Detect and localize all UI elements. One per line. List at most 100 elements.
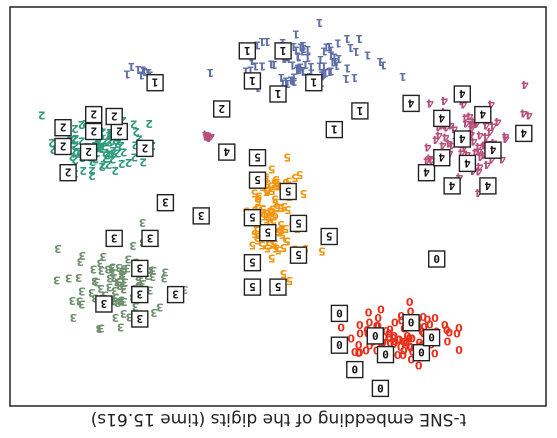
digit-point-0: 0 — [365, 339, 373, 352]
digit-point-1: 1 — [329, 55, 337, 68]
digit-thumbnail-2: 2 — [54, 119, 72, 137]
digit-thumbnail-4: 4 — [433, 109, 451, 128]
digit-point-5: 5 — [283, 235, 291, 248]
thumbnail-frame — [453, 130, 472, 148]
digit-point-4: 4 — [439, 139, 447, 152]
digit-point-1: 1 — [263, 35, 271, 48]
digit-point-5: 5 — [272, 241, 280, 254]
digit-point-3: 3 — [149, 270, 157, 283]
digit-point-0: 0 — [407, 353, 415, 366]
digit-point-3: 3 — [109, 266, 117, 279]
digit-point-4: 4 — [520, 107, 528, 120]
digit-point-3: 3 — [120, 262, 128, 275]
digit-thumbnail-4: 4 — [218, 143, 236, 161]
thumbnail-digit: 4 — [223, 145, 230, 158]
thumbnail-digit: 3 — [147, 231, 154, 244]
digit-point-1: 1 — [254, 38, 262, 51]
digit-point-4: 4 — [467, 122, 475, 135]
digit-thumbnail-5: 5 — [243, 253, 262, 272]
digit-point-2: 2 — [76, 145, 84, 158]
digit-point-3: 3 — [108, 260, 116, 273]
thumbnail-frame — [417, 164, 436, 182]
digit-point-1: 1 — [284, 77, 292, 90]
digit-point-1: 1 — [304, 43, 312, 56]
digit-point-4: 4 — [205, 131, 213, 144]
thumbnail-frame — [458, 154, 477, 173]
digit-thumbnail-3: 3 — [141, 229, 159, 248]
thumbnail-digit: 2 — [142, 141, 149, 154]
digit-point-0: 0 — [355, 338, 363, 351]
digit-point-3: 3 — [120, 307, 128, 320]
thumbnail-digit: 4 — [479, 108, 486, 121]
digit-point-5: 5 — [251, 227, 259, 240]
digit-thumbnail-5: 5 — [243, 278, 262, 296]
digit-point-1: 1 — [137, 68, 145, 81]
thumbnail-frame — [243, 278, 262, 296]
digit-point-0: 0 — [405, 331, 413, 344]
thumbnail-digit: 3 — [162, 196, 169, 209]
digit-point-0: 0 — [394, 348, 402, 361]
digit-point-1: 1 — [308, 67, 316, 80]
digit-point-5: 5 — [263, 185, 271, 198]
digit-point-5: 5 — [286, 274, 294, 287]
thumbnail-frame — [269, 85, 287, 103]
digit-thumbnail-4: 4 — [515, 124, 533, 143]
digit-point-3: 3 — [68, 294, 76, 307]
digit-point-0: 0 — [354, 346, 362, 359]
thumbnail-frame — [131, 285, 149, 304]
digit-point-0: 0 — [391, 316, 399, 329]
digit-point-4: 4 — [501, 129, 509, 142]
digit-point-5: 5 — [268, 205, 276, 218]
digit-point-1: 1 — [206, 66, 214, 79]
thumbnail-digit: 4 — [438, 111, 445, 124]
digit-point-1: 1 — [248, 54, 256, 67]
digit-point-0: 0 — [356, 327, 364, 340]
thumbnail-frame — [146, 74, 164, 92]
thumbnail-digit: 4 — [407, 96, 414, 109]
digit-point-4: 4 — [423, 140, 431, 153]
digit-thumbnail-3: 3 — [105, 229, 123, 248]
thumbnail-digit: 2 — [60, 121, 67, 134]
digit-point-3: 3 — [135, 279, 143, 292]
digit-thumbnail-0: 0 — [412, 343, 431, 362]
digit-point-1: 1 — [322, 66, 330, 79]
thumbnail-digit: 1 — [356, 104, 363, 117]
digit-point-5: 5 — [272, 196, 280, 209]
thumbnail-frame — [248, 149, 267, 167]
digit-point-1: 1 — [295, 63, 303, 76]
thumbnail-frame — [330, 304, 349, 323]
digit-point-4: 4 — [455, 170, 463, 183]
digit-point-3: 3 — [104, 262, 112, 275]
digit-point-1: 1 — [300, 42, 308, 55]
digit-thumbnail-4: 4 — [443, 177, 461, 195]
digit-point-5: 5 — [254, 195, 262, 208]
digit-point-0: 0 — [374, 311, 382, 324]
digit-point-4: 4 — [441, 131, 449, 144]
digit-point-5: 5 — [296, 168, 304, 181]
digit-point-4: 4 — [521, 78, 529, 91]
digit-thumbnail-2: 2 — [110, 122, 128, 141]
digit-point-3: 3 — [139, 216, 147, 229]
digit-point-1: 1 — [320, 60, 328, 73]
digit-thumbnail-0: 0 — [376, 345, 395, 364]
digit-point-4: 4 — [469, 134, 477, 147]
thumbnail-digit: 0 — [382, 348, 389, 361]
digit-thumbnail-4: 4 — [453, 130, 472, 148]
digit-point-1: 1 — [343, 32, 351, 45]
digit-point-4: 4 — [463, 148, 471, 161]
digit-point-2: 2 — [139, 156, 147, 169]
digit-point-0: 0 — [400, 344, 408, 357]
thumbnail-digit: 5 — [285, 185, 292, 198]
digit-point-2: 2 — [109, 153, 117, 166]
digit-point-1: 1 — [364, 49, 372, 62]
thumbnail-frame — [131, 259, 149, 278]
digit-thumbnail-3: 3 — [131, 285, 149, 304]
digit-thumbnail-1: 1 — [146, 74, 164, 92]
digit-point-0: 0 — [399, 348, 407, 361]
digit-point-1: 1 — [252, 59, 260, 72]
digit-point-0: 0 — [406, 341, 414, 354]
digit-point-2: 2 — [105, 136, 113, 149]
digit-point-4: 4 — [459, 98, 467, 111]
digit-point-5: 5 — [267, 180, 275, 193]
